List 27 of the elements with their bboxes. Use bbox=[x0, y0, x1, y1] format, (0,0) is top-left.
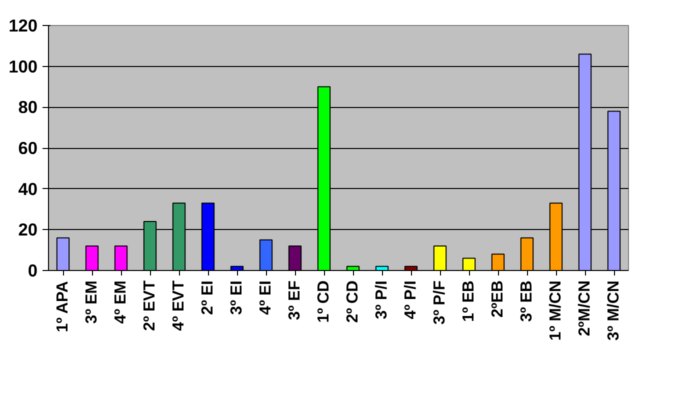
y-tick-label: 120 bbox=[8, 16, 38, 36]
x-tick-label: 3º P/F bbox=[432, 280, 448, 325]
x-tick-label: 3º EM bbox=[84, 280, 100, 324]
y-tick-label: 60 bbox=[18, 138, 38, 158]
y-tick-label: 100 bbox=[8, 56, 38, 76]
y-tick-label: 80 bbox=[18, 97, 38, 118]
x-tick-label: 2ºM/CN bbox=[576, 280, 594, 336]
x-tick-label: 3º M/CN bbox=[606, 280, 622, 341]
x-tick-label: 1º EB bbox=[460, 280, 478, 322]
x-tick-label: 1º APA bbox=[54, 280, 72, 332]
x-tick-label: 3º EB bbox=[518, 280, 536, 322]
x-tick-label: 2º EI bbox=[200, 280, 216, 315]
x-tick-label: 2ºEB bbox=[490, 280, 506, 318]
x-tick-label: 3º EF bbox=[286, 280, 304, 320]
x-tick-label: 3º P/I bbox=[374, 280, 390, 320]
x-tick-label: 4º P/I bbox=[402, 280, 420, 320]
x-tick-label: 2º CD bbox=[344, 280, 362, 323]
x-tick-label: 4º EVT bbox=[170, 280, 188, 331]
x-tick-label: 1º M/CN bbox=[548, 280, 564, 341]
x-tick-label: 4º EI bbox=[258, 280, 274, 315]
y-tick-label: 0 bbox=[28, 260, 38, 280]
x-tick-label: 3º EI bbox=[228, 280, 246, 315]
x-tick-label: 1º CD bbox=[316, 280, 332, 323]
y-tick-label: 40 bbox=[18, 178, 38, 199]
x-tick-label: 4º EM bbox=[112, 280, 130, 324]
x-tick-label: 2º EVT bbox=[142, 280, 158, 331]
y-tick-label: 20 bbox=[18, 220, 38, 240]
